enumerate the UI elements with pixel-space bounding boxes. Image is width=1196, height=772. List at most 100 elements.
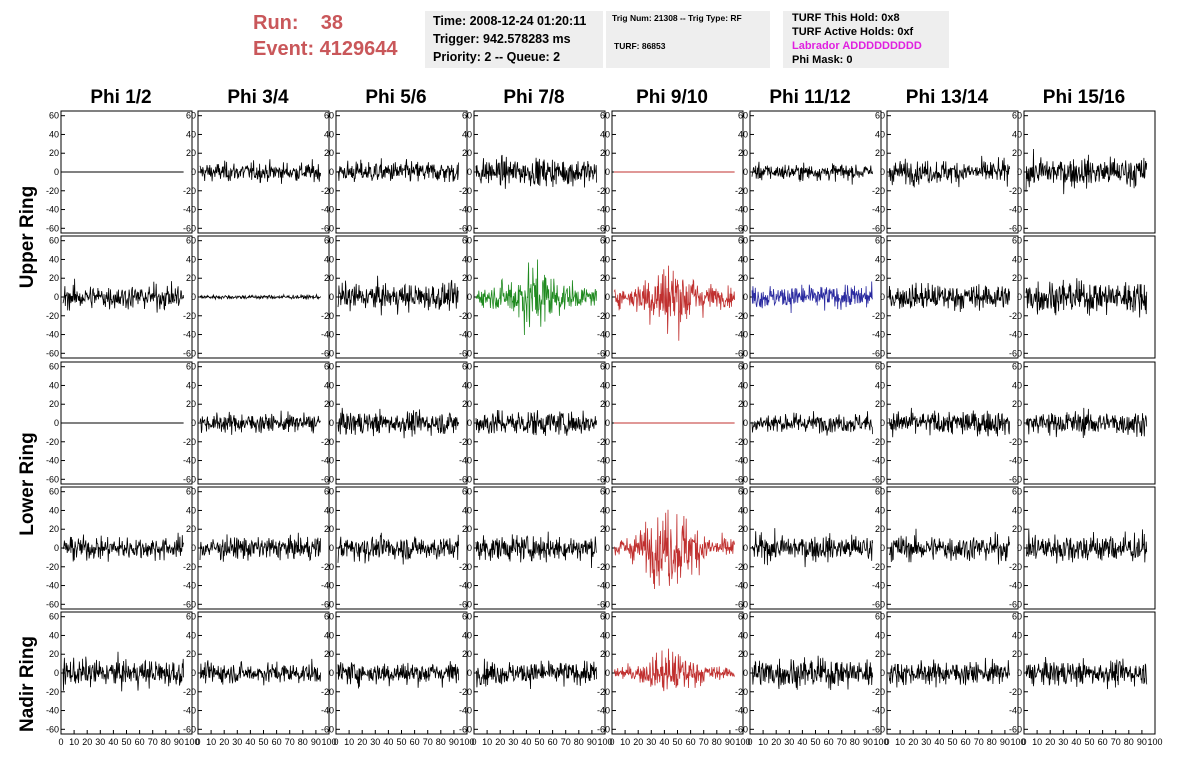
y-tick-label: 40: [1012, 630, 1022, 640]
y-tick-label: 40: [186, 505, 196, 515]
y-tick-label: 40: [600, 380, 610, 390]
y-tick-label: -20: [597, 687, 610, 697]
y-tick-label: -60: [872, 599, 885, 609]
x-tick-label: 20: [771, 737, 781, 747]
y-tick-label: -40: [46, 706, 59, 716]
y-tick-label: 20: [462, 148, 472, 158]
x-tick-label: 70: [699, 737, 709, 747]
y-tick-label: 40: [738, 129, 748, 139]
y-tick-label: -60: [321, 348, 334, 358]
waveform-trace: [199, 159, 321, 184]
y-tick-label: 60: [186, 612, 196, 622]
y-tick-label: 0: [329, 543, 334, 553]
x-tick-label: 0: [195, 737, 200, 747]
y-tick-label: 40: [738, 630, 748, 640]
y-tick-label: -40: [597, 706, 610, 716]
y-tick-label: 40: [738, 380, 748, 390]
y-tick-label: -60: [459, 223, 472, 233]
y-tick-label: 20: [1012, 649, 1022, 659]
y-tick-label: 0: [191, 292, 196, 302]
x-tick-label: 10: [344, 737, 354, 747]
y-tick-label: -60: [183, 599, 196, 609]
waveform-trace: [337, 407, 459, 439]
y-tick-label: 20: [186, 148, 196, 158]
y-tick-label: -60: [321, 599, 334, 609]
y-tick-label: 20: [49, 649, 59, 659]
y-tick-label: 60: [600, 236, 610, 246]
y-tick-label: -40: [1009, 456, 1022, 466]
y-tick-label: 0: [467, 543, 472, 553]
y-tick-label: 40: [462, 129, 472, 139]
y-tick-label: 60: [462, 236, 472, 246]
y-tick-label: 0: [1017, 292, 1022, 302]
y-tick-label: 60: [875, 612, 885, 622]
y-tick-label: 40: [875, 129, 885, 139]
y-tick-label: 0: [329, 167, 334, 177]
turf-info-box: TURF This Hold: 0x8 TURF Active Holds: 0…: [783, 11, 949, 68]
y-tick-label: 0: [743, 292, 748, 302]
y-tick-label: 40: [324, 380, 334, 390]
y-tick-label: 60: [875, 487, 885, 497]
y-tick-label: -60: [46, 724, 59, 734]
x-tick-label: 40: [108, 737, 118, 747]
x-tick-label: 90: [587, 737, 597, 747]
x-tick-label: 30: [784, 737, 794, 747]
y-tick-label: 0: [880, 167, 885, 177]
y-tick-label: 40: [738, 505, 748, 515]
turf-hold-text: TURF This Hold: 0x8: [792, 12, 900, 24]
y-tick-label: -40: [872, 456, 885, 466]
y-tick-label: 20: [324, 273, 334, 283]
x-tick-label: 30: [232, 737, 242, 747]
y-tick-label: -60: [321, 724, 334, 734]
x-tick-label: 50: [947, 737, 957, 747]
x-tick-label: 80: [161, 737, 171, 747]
priority-text: Priority: 2 -- Queue: 2: [433, 50, 561, 64]
y-tick-label: -20: [1009, 437, 1022, 447]
waveform-trace: [888, 528, 1010, 565]
y-tick-label: 60: [49, 236, 59, 246]
x-tick-label: 50: [1084, 737, 1094, 747]
y-tick-label: -60: [597, 348, 610, 358]
x-tick-label: 70: [285, 737, 295, 747]
waveform-trace: [337, 275, 459, 316]
y-tick-label: 40: [324, 630, 334, 640]
y-tick-label: 20: [462, 524, 472, 534]
y-tick-label: -40: [1009, 205, 1022, 215]
waveform-trace: [62, 651, 184, 692]
y-tick-label: -20: [597, 562, 610, 572]
y-tick-label: 20: [324, 148, 334, 158]
y-tick-label: -20: [183, 562, 196, 572]
y-tick-label: 20: [875, 399, 885, 409]
y-tick-label: -20: [735, 562, 748, 572]
y-tick-label: -20: [46, 687, 59, 697]
y-tick-label: 20: [1012, 148, 1022, 158]
y-tick-label: -20: [735, 311, 748, 321]
y-tick-label: 60: [324, 362, 334, 372]
y-tick-label: -60: [597, 599, 610, 609]
y-tick-label: 20: [186, 399, 196, 409]
y-tick-label: -60: [1009, 599, 1022, 609]
waveform-trace: [614, 648, 735, 692]
y-tick-label: 20: [324, 399, 334, 409]
y-tick-label: 20: [49, 399, 59, 409]
y-tick-label: 60: [600, 362, 610, 372]
y-tick-label: 0: [1017, 418, 1022, 428]
y-tick-label: 40: [49, 254, 59, 264]
y-tick-label: -40: [459, 330, 472, 340]
y-tick-label: 0: [880, 418, 885, 428]
waveform-trace: [613, 509, 735, 590]
x-tick-label: 20: [1045, 737, 1055, 747]
y-tick-label: -40: [459, 581, 472, 591]
y-tick-label: -20: [321, 186, 334, 196]
x-tick-label: 70: [561, 737, 571, 747]
y-tick-label: -20: [183, 687, 196, 697]
y-tick-label: 20: [600, 524, 610, 534]
x-tick-label: 100: [873, 737, 888, 747]
waveform-trace: [751, 655, 873, 691]
x-tick-label: 0: [609, 737, 614, 747]
y-tick-label: 60: [738, 487, 748, 497]
y-tick-label: 0: [743, 167, 748, 177]
y-tick-label: 40: [875, 254, 885, 264]
column-header-phi-5-6: Phi 5/6: [365, 87, 427, 108]
